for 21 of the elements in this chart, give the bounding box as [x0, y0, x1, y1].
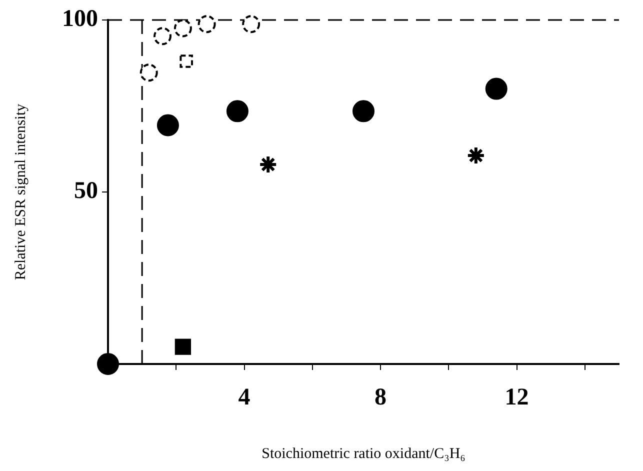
point — [485, 78, 508, 100]
point — [258, 154, 278, 174]
y-axis-title: Relative ESR signal intensity — [12, 103, 29, 280]
point — [180, 54, 194, 68]
point — [174, 19, 192, 38]
point — [174, 338, 192, 355]
x-tick-label: 12 — [504, 384, 529, 411]
point — [466, 146, 486, 166]
point — [154, 27, 172, 46]
point — [242, 15, 260, 34]
point — [156, 114, 179, 136]
point — [97, 353, 119, 375]
y-tick-label: 100 — [62, 6, 98, 32]
point — [226, 100, 248, 122]
x-tick-label: 4 — [238, 384, 250, 411]
point — [198, 15, 216, 34]
point — [140, 64, 158, 82]
y-tick-label: 50 — [74, 178, 98, 204]
point — [352, 100, 374, 122]
x-tick-label: 8 — [374, 384, 387, 411]
x-axis-title: Stoichiometric ratio oxidant/C₃H₆ — [262, 446, 466, 462]
